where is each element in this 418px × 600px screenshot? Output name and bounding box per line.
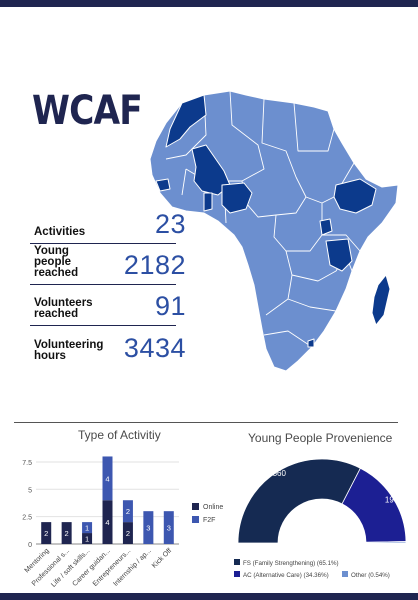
bar-segment-f2f xyxy=(82,522,93,534)
legend-swatch xyxy=(234,559,240,565)
bar-segment-f2f xyxy=(143,511,154,544)
y-tick-label: 2.5 xyxy=(22,515,32,522)
stat-label: Volunteers reached xyxy=(34,297,93,320)
top-accent-bar xyxy=(0,0,418,7)
bar-value-label: 3 xyxy=(167,524,171,533)
bar-segment-online xyxy=(82,533,93,544)
legend-label: Online xyxy=(203,504,223,511)
legend-label: AC (Alternative Care) (34.36%) xyxy=(243,572,329,579)
stat-value: 3434 xyxy=(123,333,186,363)
y-tick-label: 5 xyxy=(28,487,32,494)
legend-swatch xyxy=(192,503,199,510)
legend-swatch xyxy=(342,571,348,577)
africa-continent-shape xyxy=(149,90,399,372)
donut-slice xyxy=(237,458,361,544)
bar-value-label: 1 xyxy=(85,535,89,544)
provenience-half-donut-chart: 360 190 FS (Family Strengthening) (65.1%) A… xyxy=(234,458,407,579)
bar-segment-f2f xyxy=(122,500,133,523)
bar-segment-online xyxy=(61,522,72,544)
stat-volunteers: Volunteers reached 91 xyxy=(30,285,185,326)
x-tick-label: Professional s... xyxy=(31,547,71,587)
ghana-shape xyxy=(203,192,213,212)
bar-chart-title: Type of Activitiy xyxy=(78,428,161,442)
bar-segment-online xyxy=(122,522,133,544)
legend-swatch xyxy=(234,571,240,577)
page-title: WCAF xyxy=(32,88,143,134)
x-tick-label: Kick Off xyxy=(151,547,173,569)
bar-segment-online xyxy=(41,522,52,544)
bar-value-label: 2 xyxy=(126,507,130,516)
bar-segment-f2f xyxy=(163,511,174,544)
stats-panel: Activities 23 Young people reached 2182 … xyxy=(30,203,185,367)
slice-value-label: 190 xyxy=(385,496,399,505)
bar-value-label: 4 xyxy=(105,518,109,527)
donut-chart-title: Young People Provenience xyxy=(248,431,393,445)
tanzania-shape xyxy=(325,238,353,272)
stat-label: Volunteering hours xyxy=(34,339,104,362)
bar-value-label: 4 xyxy=(105,474,109,483)
section-divider xyxy=(14,422,398,423)
bar-value-label: 2 xyxy=(44,529,48,538)
stat-label: Activities xyxy=(34,226,86,238)
nigeria-shape xyxy=(221,182,253,214)
africa-map xyxy=(149,90,399,372)
legend-label: FS (Family Strengthening) (65.1%) xyxy=(243,560,339,567)
legend-swatch xyxy=(192,516,199,523)
mali-shape xyxy=(191,144,231,196)
bar-value-label: 2 xyxy=(65,529,69,538)
legend-label: Other (0.54%) xyxy=(351,572,390,579)
stat-label: Young people reached xyxy=(34,245,79,279)
stat-activities: Activities 23 xyxy=(30,203,185,244)
bar-segment-f2f xyxy=(102,456,113,501)
bar-segment-online xyxy=(102,500,113,544)
ethiopia-shape xyxy=(333,178,377,214)
bar-value-label: 2 xyxy=(126,529,130,538)
bottom-accent-bar xyxy=(0,593,418,600)
bar-value-label: 3 xyxy=(146,524,150,533)
stat-value: 2182 xyxy=(123,250,186,280)
stat-value: 23 xyxy=(154,209,186,239)
stat-young-people: Young people reached 2182 xyxy=(30,244,185,285)
y-tick-label: 0 xyxy=(28,542,32,549)
donut-slice xyxy=(365,541,407,544)
uganda-shape xyxy=(319,218,333,236)
morocco-shape xyxy=(165,94,207,148)
y-tick-label: 7.5 xyxy=(22,460,32,467)
stat-value: 91 xyxy=(154,291,186,321)
legend-label: F2F xyxy=(203,517,215,524)
slice-value-label: 360 xyxy=(273,469,287,478)
madagascar-shape xyxy=(371,274,391,326)
sierra-leone-shape xyxy=(155,178,171,192)
bar-value-label: 1 xyxy=(85,524,89,533)
x-tick-label: Internship / ap... xyxy=(112,547,152,587)
eswatini-shape xyxy=(307,338,315,348)
stat-volunteering-hours: Volunteering hours 3434 xyxy=(30,326,185,367)
